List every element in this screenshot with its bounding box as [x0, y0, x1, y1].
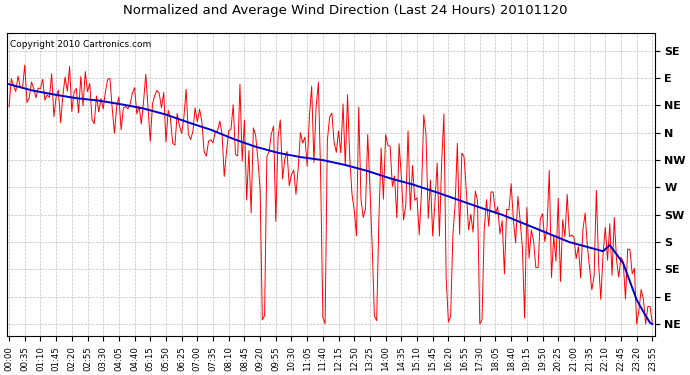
Text: Copyright 2010 Cartronics.com: Copyright 2010 Cartronics.com: [10, 40, 151, 49]
Text: Normalized and Average Wind Direction (Last 24 Hours) 20101120: Normalized and Average Wind Direction (L…: [123, 4, 567, 17]
